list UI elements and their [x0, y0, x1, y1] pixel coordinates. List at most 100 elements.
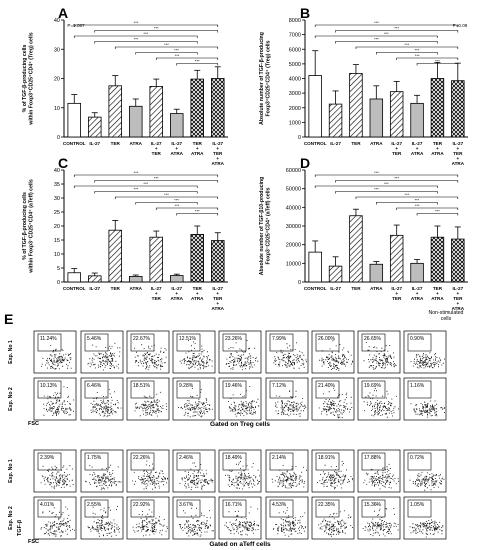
significance-bracket: [314, 185, 438, 188]
bar: [108, 229, 123, 283]
plot-frame: [357, 449, 401, 493]
flow-plot: 26.65%: [357, 330, 401, 374]
flow-grid: Exp. No 1 11.24% 5.46% 22.67% 12.51% 23.26% 7.…: [8, 330, 447, 540]
plot-frame: [218, 449, 262, 493]
category-label: CONTROL: [63, 141, 86, 146]
gate-box: [84, 499, 109, 518]
category-label: IL-27 + TER: [151, 286, 162, 301]
category-label: CONTROL: [63, 286, 86, 291]
bar: [389, 234, 404, 283]
significance-mark: ***: [394, 26, 399, 31]
flow-plot: 7.99%: [265, 330, 309, 374]
gate-box: [269, 333, 294, 352]
event-dots: [409, 471, 445, 491]
flow-plot: 23.26%: [218, 330, 262, 374]
gate-box: [222, 452, 247, 471]
event-dots: [318, 510, 353, 537]
significance-bracket: [355, 46, 459, 49]
significance-bracket: [135, 52, 198, 55]
y-tick-label: 4000: [289, 77, 301, 83]
gate-box: [315, 380, 340, 399]
significance-mark: ***: [374, 37, 379, 42]
gate-percentage: 1.75%: [87, 455, 102, 461]
event-dots: [363, 342, 397, 370]
gate-percentage: 5.46%: [87, 336, 102, 342]
fsc-label-treg: FSC: [28, 421, 39, 427]
significance-bracket: [396, 207, 459, 210]
gate-box: [84, 452, 109, 471]
row-label: Exp. No 2: [8, 387, 14, 411]
y-tick-label: 3000: [289, 91, 301, 97]
significance-bracket: [73, 24, 219, 27]
flow-plot: 1.05%: [403, 496, 447, 540]
chart-panel-d: D 0 10000 20000 30000 40000 50000 60000 Absolute…: [259, 155, 468, 311]
y-axis-label: Absolute number of TGF-β-producingFoxp3⁺…: [259, 32, 272, 125]
non-stimulated-header: Non-stimulated cells: [429, 310, 464, 322]
significance-bracket: [73, 185, 198, 188]
plot-frame: [126, 330, 170, 374]
fsc-label-ateff: FSC: [28, 539, 39, 545]
significance-bracket: [416, 213, 459, 216]
gate-box: [176, 333, 201, 352]
gate-box: [407, 499, 432, 518]
gate-box: [84, 333, 109, 352]
category-label: IL-27 + TER + ATRA: [212, 141, 225, 166]
flow-plot: 4.53%: [265, 496, 309, 540]
gate-percentage: 1.16%: [410, 383, 425, 389]
tgfb-axis-label: TGF-β: [17, 519, 23, 536]
significance-bracket: [416, 63, 459, 66]
gate-percentage: 22.26%: [133, 455, 151, 461]
bar: [369, 263, 384, 283]
y-tick-label: 0: [298, 280, 301, 286]
gate-box: [176, 452, 201, 471]
plot-frame: [311, 496, 355, 540]
gate-percentage: 2.39%: [40, 455, 55, 461]
event-dots: [90, 388, 122, 417]
gate-box: [222, 380, 247, 399]
significance-mark: ***: [143, 181, 148, 186]
flow-plot: 18.49%: [218, 449, 262, 493]
significance-mark: ***: [134, 37, 139, 42]
gate-box: [37, 499, 62, 518]
category-label: IL-27 + ATRA: [171, 286, 184, 301]
significance-mark: ***: [174, 198, 179, 203]
significance-bracket: [94, 41, 198, 44]
event-dots: [224, 506, 259, 536]
gate-box: [130, 333, 155, 352]
gate-box: [407, 333, 432, 352]
significance-mark: ***: [195, 59, 200, 64]
significance-mark: ***: [374, 20, 379, 25]
significance-mark: ***: [134, 187, 139, 192]
bar: [328, 103, 343, 138]
flow-plot: 12.51%: [172, 330, 216, 374]
y-tick-label: 0: [298, 135, 301, 141]
y-tick-label: 30: [54, 47, 60, 53]
significance-bracket: [396, 57, 459, 60]
event-dots: [273, 342, 307, 369]
category-label: TER + ATRA: [431, 141, 444, 156]
event-dots: [410, 400, 445, 418]
gate-percentage: 2.14%: [272, 455, 287, 461]
flow-plot: 0.72%: [403, 449, 447, 493]
category-label: IL-27 + ATRA: [411, 141, 424, 156]
significance-mark: ***: [394, 176, 399, 181]
gate-percentage: 18.49%: [225, 455, 243, 461]
gate-percentage: 19.46%: [225, 383, 243, 389]
event-dots: [225, 340, 259, 371]
chart-panel-a: A 0 10 20 30 40 % of TGF-β-producing cellswith…: [22, 5, 228, 166]
plot-frame: [403, 377, 447, 421]
p-value-label: P=0.09: [453, 23, 468, 28]
category-label: TER + ATRA: [191, 286, 204, 301]
significance-mark: ***: [164, 42, 169, 47]
event-dots: [363, 463, 399, 490]
bar: [169, 275, 184, 283]
gate-percentage: 18.51%: [133, 383, 151, 389]
bar: [349, 72, 363, 138]
plot-frame: [311, 449, 355, 493]
bar: [87, 116, 102, 138]
event-dots: [132, 460, 168, 490]
gate-percentage: 2.46%: [179, 455, 194, 461]
bar: [190, 233, 205, 283]
event-dots: [43, 386, 75, 416]
